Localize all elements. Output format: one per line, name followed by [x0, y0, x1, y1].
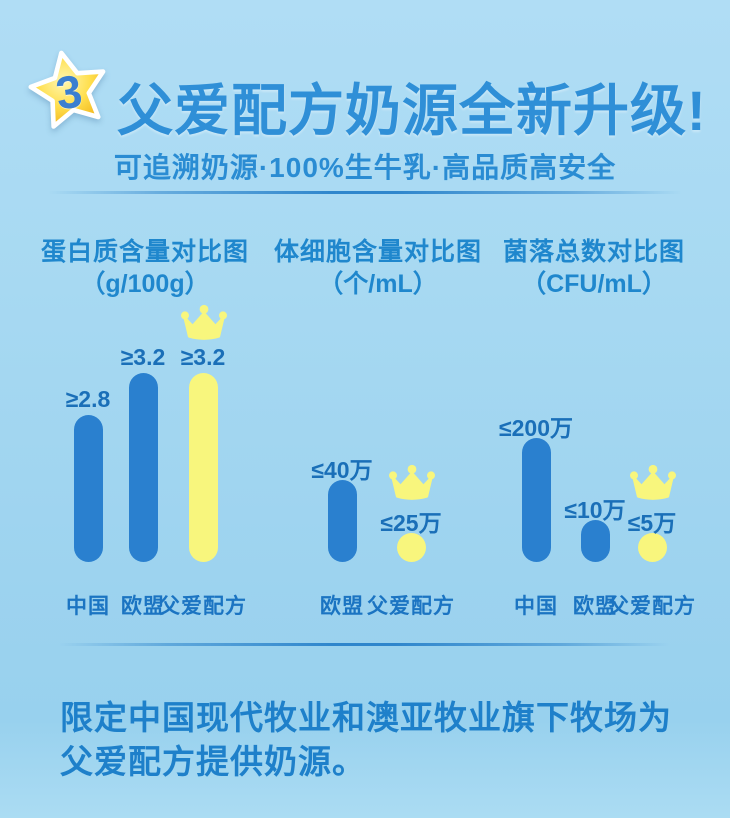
value-label: ≤5万 — [627, 510, 677, 536]
value-label: ≥3.2 — [180, 344, 226, 370]
bar-中国 — [521, 438, 551, 562]
somatic-cell-chart: 体细胞含量对比图 （个/mL） ≤40万欧盟 ≤25万父爱配方 — [272, 222, 484, 618]
footer-line-1: 限定中国现代牧业和澳亚牧业旗下牧场为 — [60, 699, 672, 736]
value-label: ≥2.8 — [65, 386, 111, 412]
category-label: 欧盟 — [121, 595, 165, 618]
category-label: 中国 — [66, 595, 110, 618]
somatic-cell-chart-plot: ≤40万欧盟 ≤25万父爱配方 — [272, 222, 484, 618]
protein-chart-plot: ≥2.8 中国 ≥3.2 欧盟 ≥3.2 父爱配方 — [20, 222, 270, 618]
bottom-divider — [58, 643, 670, 646]
crown-icon — [628, 464, 678, 502]
chart-title: 蛋白质含量对比图 — [40, 238, 249, 266]
top-divider — [48, 191, 682, 194]
bar-欧盟 — [580, 520, 610, 562]
bar-父爱配方 — [188, 373, 218, 562]
bar-欧盟 — [327, 480, 357, 562]
footer-line-2: 父爱配方提供奶源。 — [60, 743, 366, 780]
colony-chart-plot: ≤200万中国 ≤10万欧盟 ≤5万父爱配方 — [478, 222, 710, 618]
value-label: ≤25万 — [380, 510, 442, 536]
category-label: 欧盟 — [573, 595, 617, 618]
chart-unit-label: （CFU/mL） — [521, 270, 667, 298]
category-label: 父爱配方 — [608, 595, 696, 618]
bar-父爱配方 — [396, 533, 426, 562]
category-label: 父爱配方 — [367, 595, 455, 618]
value-label: ≤10万 — [564, 497, 626, 523]
category-label: 父爱配方 — [159, 595, 247, 618]
chart-unit-label: （g/100g） — [80, 270, 210, 298]
category-label: 欧盟 — [320, 595, 364, 618]
crown-icon — [387, 464, 437, 502]
chart-unit-label: （个/mL） — [318, 270, 438, 298]
value-label: ≤40万 — [311, 457, 373, 483]
step-badge: 3 — [26, 46, 112, 132]
bar-欧盟 — [128, 373, 158, 562]
chart-title: 菌落总数对比图 — [502, 238, 685, 266]
bar-父爱配方 — [637, 533, 667, 562]
badge-number: 3 — [52, 64, 86, 120]
value-label: ≤200万 — [499, 415, 573, 441]
bar-中国 — [73, 415, 103, 562]
protein-content-chart: 蛋白质含量对比图 （g/100g） ≥2.8 中国 ≥3.2 欧盟 ≥3.2 父爱配方 — [20, 222, 270, 618]
page-title: 父爱配方奶源全新升级! — [117, 79, 707, 142]
star-icon — [28, 50, 106, 129]
chart-title: 体细胞含量对比图 — [273, 238, 482, 266]
footer-note: 限定中国现代牧业和澳亚牧业旗下牧场为 父爱配方提供奶源。 — [60, 696, 700, 784]
value-label: ≥3.2 — [120, 344, 166, 370]
category-label: 中国 — [514, 595, 558, 618]
page-subtitle: 可追溯奶源·100%生牛乳·高品质高安全 — [113, 152, 617, 183]
colony-count-chart: 菌落总数对比图 （CFU/mL） ≤200万中国 ≤10万欧盟 ≤5万父爱配方 — [478, 222, 710, 618]
crown-icon — [179, 304, 229, 342]
